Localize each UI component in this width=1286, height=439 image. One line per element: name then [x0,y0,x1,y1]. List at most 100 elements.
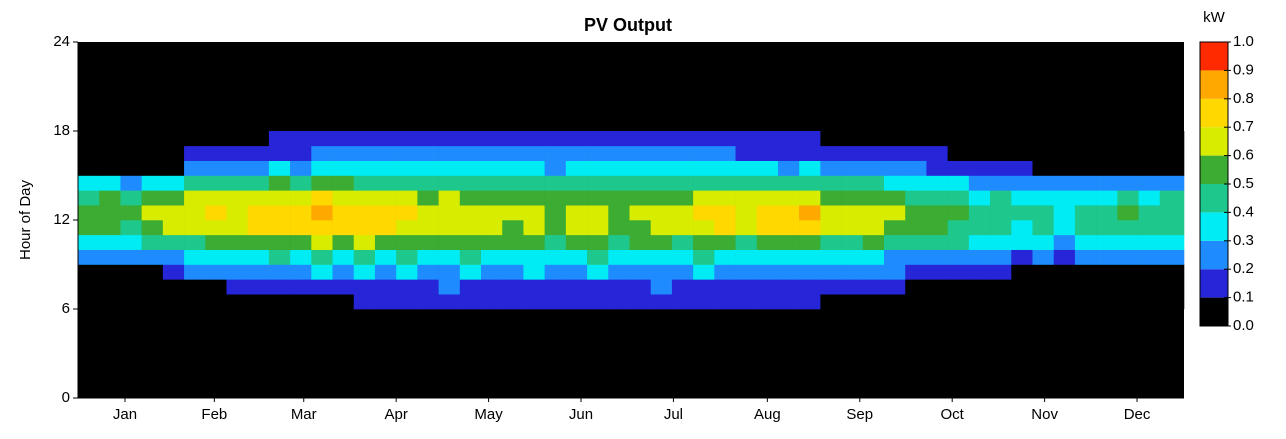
heat-cell [417,264,439,280]
heat-cell [926,190,948,206]
heat-cell [629,220,651,236]
heat-cell [693,249,715,265]
heat-cell [1117,160,1139,176]
heat-cell [1011,145,1033,161]
heat-cell [905,220,927,236]
heat-cell [290,249,312,265]
heat-cell [374,264,397,280]
heat-cell [374,160,397,176]
heat-cell [544,190,567,206]
heat-cell [268,234,291,250]
heat-cell [120,205,142,221]
heat-cell [862,145,885,161]
heat-cell [353,205,376,221]
heat-cell [1011,279,1033,295]
heat-cell [374,145,397,161]
heat-cell [756,249,779,265]
heat-cell [247,220,270,236]
heat-cell [862,175,885,191]
heat-cell [777,145,800,161]
heat-cell [99,220,121,236]
heat-cell [247,145,270,161]
heat-cell [587,234,609,250]
heat-cell [968,175,991,191]
heat-cell [226,160,248,176]
heat-cell [714,160,736,176]
colorbar-tick-label: 1.0 [1233,33,1254,50]
heat-cell [1138,294,1161,310]
heat-cell [565,279,588,295]
heat-cell [565,249,588,265]
heat-cell [1138,190,1161,206]
heat-cell [990,220,1012,236]
heat-cell [99,160,121,176]
heat-cell [417,294,439,310]
heat-cell [205,205,227,221]
heat-cell [1138,279,1161,295]
heat-cell [777,175,800,191]
heat-cell [1096,234,1118,250]
heat-cell [268,190,291,206]
heat-cell [650,279,673,295]
heat-cell [374,220,397,236]
heat-cell [799,264,821,280]
heat-cell [396,220,418,236]
heat-cell [332,294,355,310]
heat-cell [926,205,948,221]
heat-cell [1032,190,1055,206]
heat-cell [799,145,821,161]
heat-cell [990,190,1012,206]
heat-cell [608,279,630,295]
heat-cell [947,190,970,206]
heat-cell [396,190,418,206]
heat-cell [608,205,630,221]
colorbar-tick-label: 0.4 [1233,203,1254,220]
heat-cell [205,294,227,310]
heat-cell [78,190,100,206]
heat-cell [353,190,376,206]
heat-cell [735,175,758,191]
heat-cell [417,205,439,221]
heat-cell [799,234,821,250]
heat-cell [841,190,864,206]
heat-cell [629,264,651,280]
heat-cell [438,205,461,221]
heat-cell [459,234,482,250]
heat-cell [1074,220,1097,236]
heat-cell [1117,234,1139,250]
heat-cell [523,131,545,147]
heat-cell [820,249,842,265]
heat-cell [1096,190,1118,206]
heat-cell [120,279,142,295]
heat-cell [735,294,758,310]
heat-cell [1032,279,1055,295]
heat-cell [990,131,1012,147]
heat-cell [799,175,821,191]
heat-cell [650,145,673,161]
heat-cell [523,190,545,206]
heat-cell [523,205,545,221]
heat-cell [374,234,397,250]
x-tick-label: Jul [664,406,683,423]
heat-cell [841,220,864,236]
heat-cell [1053,294,1076,310]
y-tick-label: 18 [53,122,70,139]
heat-cell [417,279,439,295]
heat-cell [1159,234,1185,250]
heat-cell [1096,294,1118,310]
heat-cell [459,249,482,265]
heat-cell [947,264,970,280]
heat-cell [1117,294,1139,310]
heat-cell [862,249,885,265]
heat-cell [1138,264,1161,280]
heat-cell [120,160,142,176]
heat-cell [226,279,248,295]
heat-cell [756,131,779,147]
heat-cell [205,145,227,161]
heat-cell [502,175,524,191]
heat-cell [290,220,312,236]
heat-cell [841,249,864,265]
heat-cell [1011,175,1033,191]
heat-cell [693,145,715,161]
heat-cell [884,234,906,250]
